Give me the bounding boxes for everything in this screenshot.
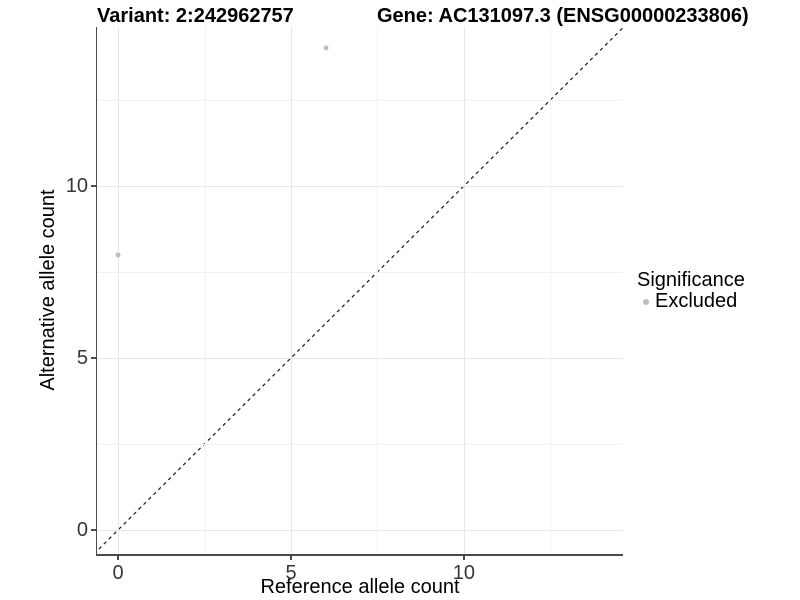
minor-gridline-vertical <box>204 27 206 554</box>
major-gridline-vertical <box>291 27 292 554</box>
x-tick-label: 10 <box>452 562 476 584</box>
y-tick-mark <box>91 529 96 531</box>
major-gridline-horizontal <box>97 529 623 531</box>
major-gridline-vertical <box>118 27 120 554</box>
x-tick-mark <box>290 555 292 560</box>
major-gridline-vertical <box>463 27 465 554</box>
x-tick-mark <box>117 555 119 560</box>
identity-line <box>97 27 623 552</box>
x-axis-line <box>95 554 623 556</box>
minor-gridline-horizontal <box>97 99 623 101</box>
legend: Significance Excluded <box>637 270 745 312</box>
major-gridline-horizontal <box>97 357 623 359</box>
x-tick-label: 0 <box>112 562 124 584</box>
x-tick-mark <box>463 555 465 560</box>
excluded-point-icon <box>643 298 649 305</box>
legend-key <box>637 293 655 311</box>
data-point <box>323 45 329 51</box>
legend-title: Significance <box>637 269 745 291</box>
minor-gridline-vertical <box>377 27 379 554</box>
major-gridline-horizontal <box>97 185 623 187</box>
y-tick-mark <box>91 357 96 359</box>
plot-panel <box>97 27 623 554</box>
y-tick-label: 5 <box>76 346 88 369</box>
y-tick-mark <box>91 185 96 187</box>
x-axis-title: Reference allele count <box>260 576 460 598</box>
y-axis-line <box>95 27 97 556</box>
minor-gridline-vertical <box>550 27 552 554</box>
y-tick-label: 0 <box>76 518 88 541</box>
gene-title: Gene: AC131097.3 (ENSG00000233806) <box>377 5 749 27</box>
x-tick-label: 5 <box>285 562 297 584</box>
minor-gridline-horizontal <box>97 271 623 273</box>
legend-item-excluded: Excluded <box>637 291 745 312</box>
legend-item-label: Excluded <box>655 290 738 312</box>
data-point <box>115 252 121 258</box>
variant-title: Variant: 2:242962757 <box>97 5 294 27</box>
y-tick-label: 10 <box>65 174 88 197</box>
minor-gridline-horizontal <box>97 443 623 445</box>
